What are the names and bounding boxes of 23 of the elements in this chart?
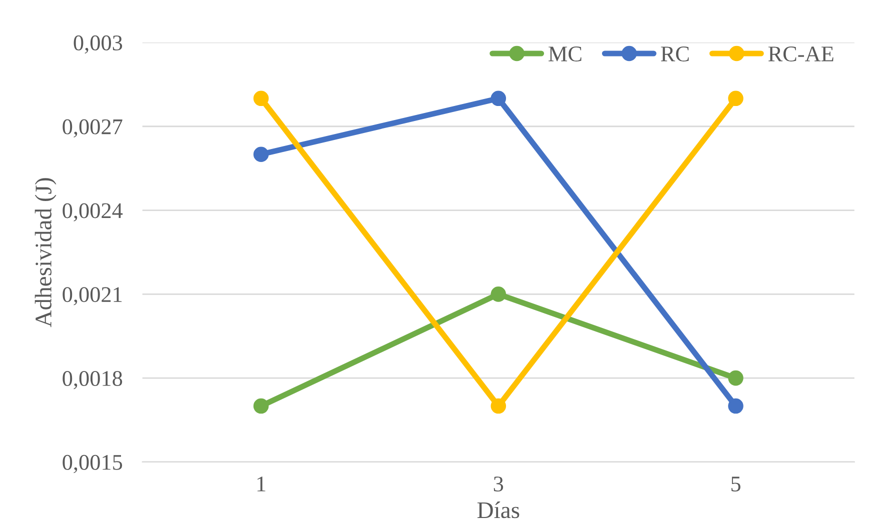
- point: [490, 398, 506, 414]
- point: [253, 90, 269, 106]
- point: [490, 286, 506, 302]
- y-axis-title: Adhesividad (J): [34, 178, 56, 328]
- y-tick-label: 0,0021: [62, 287, 122, 306]
- y-tick-label: 0,0015: [62, 454, 122, 474]
- point: [728, 398, 744, 414]
- point: [728, 370, 744, 386]
- x-axis-title: Días: [477, 502, 520, 518]
- y-tick-label: 0,0018: [62, 371, 122, 390]
- y-tick-label: 0,0027: [62, 119, 122, 138]
- legend-label: RC-AE: [768, 46, 834, 62]
- y-tick-label: 0,0024: [62, 203, 123, 222]
- point: [490, 90, 506, 106]
- point: [253, 146, 269, 162]
- x-tick-label: 3: [494, 476, 504, 492]
- point: [728, 90, 744, 106]
- legend-label: RC: [660, 46, 689, 62]
- y-tick-label: 0,003: [74, 35, 122, 54]
- legend-label: MC: [548, 46, 582, 62]
- x-tick-label: 1: [257, 476, 266, 492]
- point: [253, 398, 269, 414]
- x-tick-label: 5: [731, 476, 740, 492]
